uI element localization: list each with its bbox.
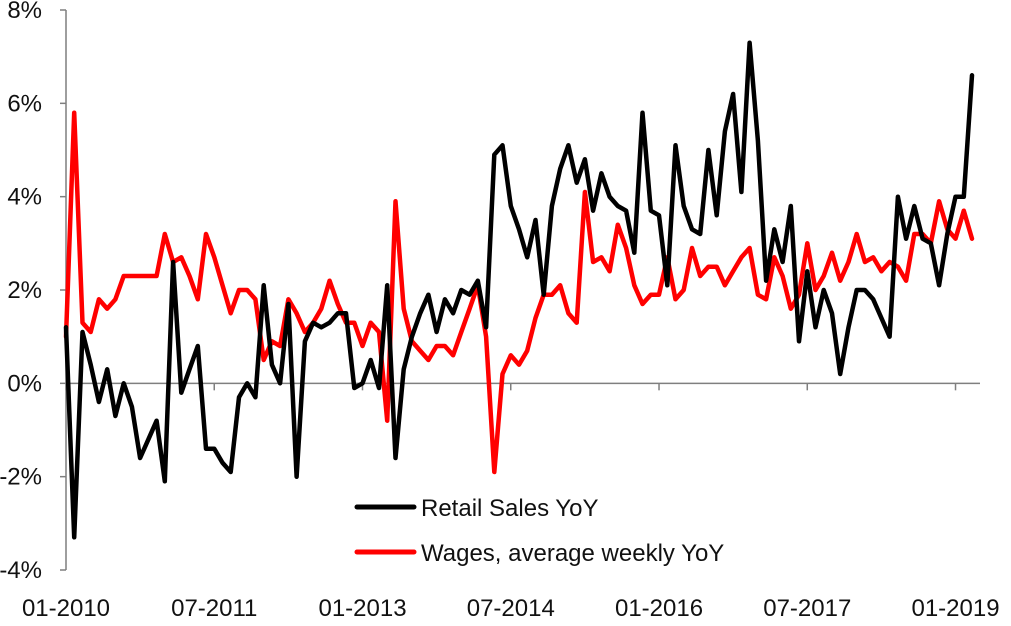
- y-tick-label: 2%: [7, 277, 42, 304]
- y-tick-label: 8%: [7, 0, 42, 24]
- retail-sales-line: [63, 40, 975, 540]
- x-axis: 01-2010 07-2011 01-2013 07-2014 01-2016 07-20…: [22, 382, 1000, 622]
- y-tick-label: 4%: [7, 184, 42, 211]
- legend-label: Retail Sales YoY: [421, 495, 598, 522]
- x-tick-label: 01-2016: [615, 595, 703, 622]
- x-tick-label: 07-2014: [467, 595, 555, 622]
- y-tick-label: -4%: [0, 557, 42, 584]
- series-layer: [63, 40, 975, 540]
- legend: Retail Sales YoY Wages, average weekly Yo…: [354, 495, 724, 567]
- y-axis: -4% -2% 0% 2% 4% 6% 8%: [0, 0, 67, 584]
- x-tick-label: 01-2013: [318, 595, 406, 622]
- y-tick-label: 0%: [7, 370, 42, 397]
- x-tick-label: 01-2010: [22, 595, 110, 622]
- x-tick-label: 07-2011: [171, 595, 257, 622]
- y-tick-label: 6%: [7, 90, 42, 117]
- wages-line: [63, 110, 975, 475]
- x-tick-label: 01-2019: [911, 595, 999, 622]
- legend-label: Wages, average weekly YoY: [421, 540, 724, 567]
- y-tick-label: -2%: [0, 464, 42, 491]
- x-tick-label: 07-2017: [763, 595, 851, 622]
